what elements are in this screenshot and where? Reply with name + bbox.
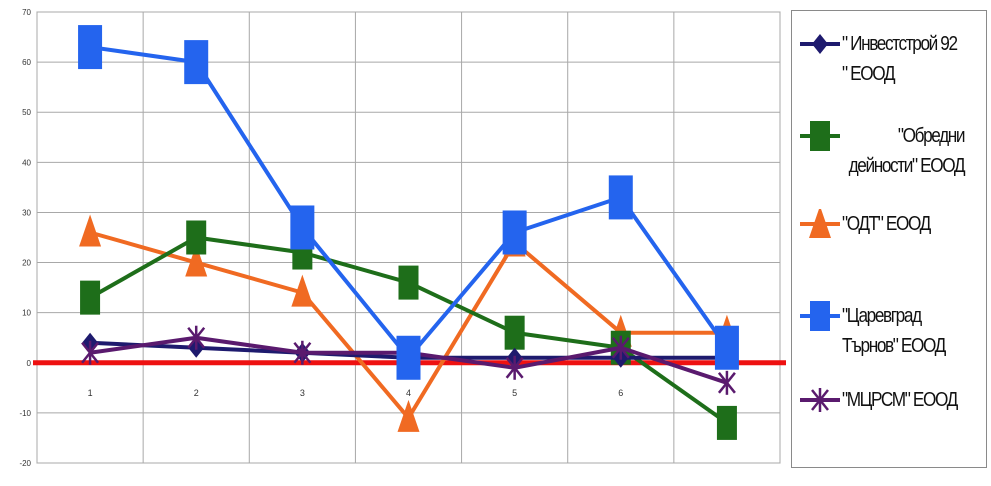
legend-swatch-tsarevgrad [800, 301, 840, 331]
chart-legend: " Инвестстрой 92 " ЕООД "Обредни дейност… [791, 10, 987, 468]
y-tick-label: 40 [22, 158, 31, 167]
gridlines [36, 11, 781, 464]
y-tick-label: 20 [22, 259, 31, 268]
data-point-mtsrsm [505, 355, 524, 380]
data-point-tsarevgrad [396, 335, 421, 380]
y-tick-label: -20 [19, 459, 31, 468]
legend-label-odt: "ОДТ" ЕООД [842, 213, 931, 235]
legend-label-tsarevgrad: "Царевград Търнов" ЕООД [842, 305, 946, 357]
legend-swatch-obredni [800, 121, 840, 151]
x-tick-label: 5 [512, 388, 517, 398]
data-point-odt [79, 214, 102, 247]
data-point-obredni [186, 220, 207, 255]
legend-marker [810, 301, 830, 331]
data-point-obredni [398, 265, 419, 300]
data-point-mtsrsm [187, 325, 206, 350]
x-tick-label: 6 [618, 388, 623, 398]
y-tick-label: -10 [19, 409, 31, 418]
y-tick-label: 10 [22, 309, 31, 318]
legend-swatch-odt [800, 209, 840, 238]
legend-marker [810, 121, 830, 151]
data-point-tsarevgrad [78, 25, 103, 70]
legend-label-investstroy: " Инвестстрой 92 " ЕООД [842, 33, 958, 85]
legend-swatch-investstroy [800, 34, 840, 54]
data-point-mtsrsm [293, 340, 312, 365]
data-point-obredni [716, 405, 737, 440]
x-tick-label: 3 [300, 388, 305, 398]
data-point-tsarevgrad [714, 325, 739, 370]
legend-swatch-mtsrsm [800, 388, 840, 412]
data-point-obredni [504, 315, 525, 350]
x-tick-label: 2 [194, 388, 199, 398]
plot-area [36, 11, 781, 464]
data-point-tsarevgrad [290, 205, 315, 250]
data-point-odt [291, 274, 314, 307]
y-tick-label: 70 [22, 8, 31, 17]
x-tick-label: 1 [88, 388, 93, 398]
data-point-odt [185, 244, 208, 277]
y-tick-label: 60 [22, 58, 31, 67]
data-point-mtsrsm [81, 340, 100, 365]
legend-label-mtsrsm: "МЦРСМ" ЕООД [842, 389, 958, 411]
data-point-tsarevgrad [184, 40, 209, 85]
x-tick-label: 4 [406, 388, 411, 398]
legend-label-obredni: "Обредни дейности" ЕООД [848, 125, 966, 177]
data-point-mtsrsm [717, 370, 736, 395]
y-tick-label: 0 [27, 359, 32, 368]
y-tick-label: 50 [22, 108, 31, 117]
data-point-mtsrsm [611, 335, 630, 360]
data-point-odt [397, 399, 420, 432]
y-tick-label: 30 [22, 208, 31, 217]
series-lines [78, 25, 739, 440]
legend-marker [809, 209, 831, 238]
data-point-obredni [80, 280, 101, 315]
data-point-tsarevgrad [502, 210, 527, 255]
legend-marker [812, 34, 828, 54]
data-point-tsarevgrad [608, 175, 633, 220]
legend-marker [811, 388, 829, 412]
